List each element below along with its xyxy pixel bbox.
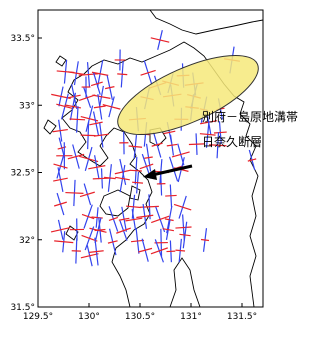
stress-cross xyxy=(118,217,130,221)
stress-cross xyxy=(53,163,68,169)
stress-cross xyxy=(92,94,111,99)
stress-cross xyxy=(171,151,190,158)
stress-cross xyxy=(144,156,153,159)
stress-cross xyxy=(114,169,131,175)
y-tick-label: 31.5° xyxy=(10,303,35,313)
y-tick-label: 32° xyxy=(19,236,35,246)
annotation-label: 別府－島原地溝帯 xyxy=(202,109,298,124)
stress-cross xyxy=(56,103,74,110)
x-tick-label: 130° xyxy=(78,312,100,322)
stress-cross xyxy=(81,213,95,220)
stress-cross xyxy=(164,218,174,222)
x-tick-label: 131° xyxy=(180,312,202,322)
stress-cross xyxy=(247,158,257,162)
stress-cross xyxy=(128,145,143,148)
stress-cross xyxy=(65,191,84,195)
map-figure: 別府－島原地溝帯 日奈久断層 129.5° 130° 130.5° 131° 131.5… xyxy=(10,9,298,322)
stress-cross xyxy=(107,240,118,244)
stress-cross xyxy=(116,227,131,234)
stress-cross xyxy=(138,247,153,253)
stress-cross xyxy=(130,239,145,243)
stress-cross xyxy=(130,169,142,172)
stress-cross xyxy=(166,143,178,147)
stress-cross xyxy=(80,253,99,259)
stress-cross xyxy=(52,128,68,133)
y-tick-label: 33.5° xyxy=(10,34,35,44)
stress-cross xyxy=(89,250,104,253)
stress-cross xyxy=(79,155,99,163)
annotation-label: 日奈久断層 xyxy=(202,134,262,149)
stress-cross xyxy=(102,103,121,110)
stress-cross xyxy=(104,176,116,180)
coast-kagoshima-bay xyxy=(169,257,201,308)
stress-cross xyxy=(104,86,115,90)
x-tick-label: 130.5° xyxy=(125,312,155,322)
stress-cross xyxy=(163,130,176,135)
stress-cross xyxy=(108,216,119,222)
stress-cross xyxy=(213,131,227,134)
stress-cross xyxy=(175,226,192,229)
stress-cross xyxy=(175,249,186,252)
stress-cross xyxy=(188,143,205,146)
axes: 129.5° 130° 130.5° 131° 131.5° 33.5° 33° 32.5° 3… xyxy=(10,34,257,322)
coast-islands xyxy=(43,55,167,241)
stress-cross xyxy=(162,228,175,232)
stress-cross xyxy=(78,94,96,101)
stress-cross xyxy=(140,69,156,76)
stress-cross xyxy=(80,134,96,137)
arrow xyxy=(143,164,193,180)
stress-cross xyxy=(94,228,106,232)
stress-cross xyxy=(126,205,141,209)
stress-cross xyxy=(78,73,99,76)
x-tick-label: 131.5° xyxy=(227,312,257,322)
stress-cross xyxy=(179,233,191,237)
stress-cross xyxy=(132,181,144,184)
stress-bars xyxy=(50,30,257,267)
stress-cross xyxy=(69,118,86,121)
arrow-shaft xyxy=(151,164,193,177)
stress-cross xyxy=(79,191,95,198)
stress-cross xyxy=(91,71,109,76)
stress-cross xyxy=(54,240,74,244)
stress-cross xyxy=(200,238,210,242)
stress-cross xyxy=(151,142,163,147)
stress-cross xyxy=(151,215,170,224)
stress-cross xyxy=(89,121,103,126)
stress-cross xyxy=(165,194,177,197)
arrow-head xyxy=(143,169,157,180)
stress-cross xyxy=(139,163,154,170)
stress-cross xyxy=(68,71,85,76)
map-frame xyxy=(37,9,264,308)
y-tick-label: 32.5° xyxy=(10,169,35,179)
stress-cross xyxy=(117,73,128,76)
stress-cross xyxy=(150,37,170,43)
stress-cross xyxy=(93,105,106,109)
beppu-shimabara-zone xyxy=(117,54,259,136)
stress-cross xyxy=(136,214,154,219)
stress-cross xyxy=(150,247,168,255)
stress-cross xyxy=(67,153,85,160)
stress-cross xyxy=(209,144,227,147)
stress-cross xyxy=(199,133,216,136)
stress-cross xyxy=(90,81,103,87)
y-tick-label: 33° xyxy=(19,101,35,111)
stress-cross xyxy=(93,133,109,137)
coast-honshu xyxy=(149,9,264,35)
stress-cross xyxy=(115,176,130,181)
x-tick-label: 129.5° xyxy=(23,312,53,322)
stress-cross xyxy=(53,201,67,207)
stress-cross xyxy=(50,226,71,233)
stress-cross xyxy=(53,177,68,182)
stress-cross xyxy=(88,165,106,170)
stress-cross xyxy=(125,217,143,222)
stress-cross xyxy=(173,203,192,211)
